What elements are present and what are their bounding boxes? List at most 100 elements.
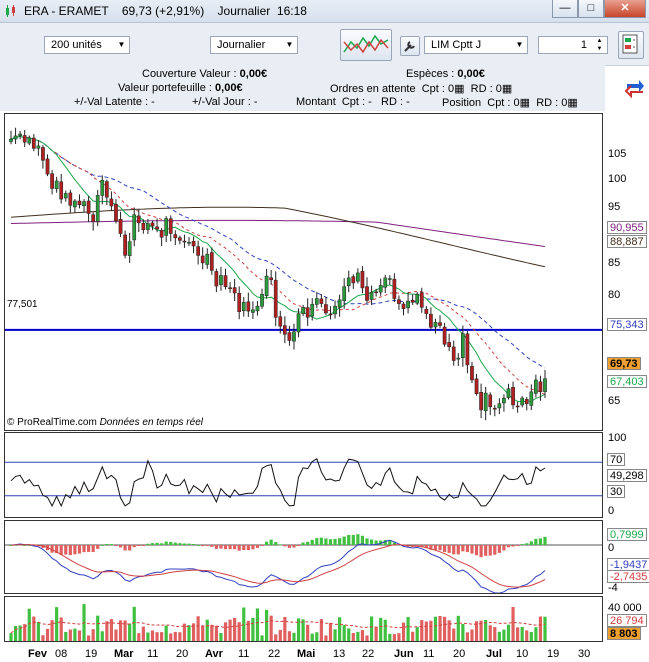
macd-histogram-bar bbox=[137, 545, 141, 546]
candle-body bbox=[483, 392, 488, 412]
ytick: 95 bbox=[608, 201, 621, 213]
reverse-position-button[interactable] bbox=[624, 74, 646, 100]
volume-bar bbox=[27, 608, 31, 641]
especes: Espèces : 0,00€ bbox=[406, 68, 485, 80]
xtick: 20 bbox=[176, 648, 189, 660]
candle-body bbox=[296, 313, 301, 333]
xtick: 11 bbox=[238, 648, 250, 660]
strategy-button[interactable] bbox=[340, 29, 392, 61]
volume-bar bbox=[169, 633, 173, 641]
symbol-name: ERA - ERAMET bbox=[24, 4, 109, 18]
val-jour: +/-Val Jour : - bbox=[192, 96, 258, 108]
couverture-label: Couverture Valeur : bbox=[142, 68, 237, 80]
candle-body bbox=[410, 299, 415, 303]
candle-body bbox=[319, 298, 324, 304]
volume-chart[interactable] bbox=[5, 597, 602, 641]
macd-histogram-bar bbox=[128, 545, 132, 551]
ytick: 0 bbox=[608, 505, 615, 517]
montant-label: Montant Cpt : bbox=[296, 96, 366, 108]
order-type-select[interactable]: LIM Cptt J ▼ bbox=[424, 36, 528, 54]
volume-bar bbox=[296, 618, 301, 641]
volume-bar bbox=[205, 619, 209, 641]
minimize-button[interactable]: — bbox=[552, 0, 578, 18]
ordres-label: Ordres en attente Cpt : bbox=[330, 83, 445, 95]
macd-histogram-bar bbox=[392, 542, 396, 545]
rsi-axis: 100 70 49,298 30 0 bbox=[604, 432, 649, 518]
volume-bar bbox=[196, 616, 200, 641]
candle-body bbox=[369, 292, 374, 300]
macd-histogram-bar bbox=[123, 545, 127, 551]
candle-body bbox=[146, 223, 150, 230]
maximize-button[interactable]: □ bbox=[578, 0, 604, 18]
volume-bar bbox=[219, 632, 223, 641]
candle-body bbox=[22, 135, 27, 143]
candle-body bbox=[337, 299, 342, 308]
xtick: 30 bbox=[578, 648, 591, 660]
volume-bar bbox=[23, 624, 27, 641]
candle-body bbox=[492, 407, 497, 410]
timeframe-select-value: Journalier bbox=[217, 39, 266, 51]
macd-histogram-bar bbox=[360, 535, 365, 545]
candle-body bbox=[237, 293, 242, 312]
macd-histogram-bar bbox=[150, 543, 155, 545]
macd-histogram-bar bbox=[23, 544, 27, 546]
candle-body bbox=[383, 277, 388, 288]
price-chart[interactable] bbox=[5, 114, 602, 430]
macd-histogram-bar bbox=[132, 545, 136, 548]
jour-label: +/-Val Jour : bbox=[192, 96, 251, 108]
candle-body bbox=[415, 293, 420, 304]
candle-body bbox=[36, 145, 41, 149]
rsi-chart[interactable] bbox=[5, 433, 602, 517]
macd-histogram-bar bbox=[301, 542, 305, 545]
candle-body bbox=[228, 287, 232, 289]
especes-label: Espèces : bbox=[406, 68, 455, 80]
stepper-arrows-icon[interactable]: ▲ ▼ bbox=[596, 38, 603, 52]
volume-bar bbox=[164, 625, 168, 641]
macd-histogram-bar bbox=[306, 541, 310, 545]
xtick: 08 bbox=[55, 648, 68, 660]
candle-body bbox=[365, 286, 369, 301]
candle-body bbox=[401, 303, 406, 309]
volume-bar bbox=[105, 621, 109, 641]
rsi-panel[interactable] bbox=[4, 432, 603, 518]
volume-bar bbox=[497, 631, 501, 641]
candle-body bbox=[328, 313, 333, 316]
candle-body bbox=[346, 277, 351, 286]
macd-histogram-bar bbox=[100, 544, 104, 546]
candle-body bbox=[173, 234, 178, 239]
macd-histogram-bar bbox=[543, 536, 547, 545]
volume-bar bbox=[251, 617, 255, 641]
macd-histogram-bar bbox=[383, 540, 387, 545]
volume-panel[interactable] bbox=[4, 596, 603, 642]
order-ticket-button[interactable] bbox=[618, 31, 644, 59]
wrench-button[interactable] bbox=[400, 36, 420, 56]
macd-histogram-bar bbox=[525, 543, 529, 545]
candle-body bbox=[442, 326, 447, 345]
candle-body bbox=[502, 397, 506, 404]
macd-histogram-bar bbox=[506, 545, 511, 548]
macd-histogram-bar bbox=[502, 545, 506, 551]
macd-histogram-bar bbox=[497, 545, 501, 553]
candle-body bbox=[474, 378, 479, 394]
volume-bar bbox=[68, 629, 72, 641]
units-select[interactable]: 200 unités ▼ bbox=[44, 36, 130, 54]
quantity-stepper[interactable]: 1 ▲ ▼ bbox=[538, 36, 608, 54]
close-button[interactable]: ✕ bbox=[604, 0, 646, 18]
price-chart-panel[interactable]: 77,501 © ProRealTime.com Données en temp… bbox=[4, 113, 603, 431]
montant: Montant Cpt : - RD : - bbox=[296, 96, 410, 108]
macd-chart[interactable] bbox=[5, 521, 602, 593]
volume-bar bbox=[55, 607, 59, 641]
candle-body bbox=[86, 200, 91, 214]
macd-panel[interactable] bbox=[4, 520, 603, 594]
macd-histogram-bar bbox=[269, 539, 273, 545]
xtick: 10 bbox=[516, 648, 529, 660]
position-rd-value: 0 bbox=[561, 97, 568, 109]
ma-dark-value: 88,887 bbox=[607, 235, 647, 248]
candle-body bbox=[114, 204, 118, 222]
volume-bar bbox=[506, 624, 511, 641]
timeframe-select[interactable]: Journalier ▼ bbox=[210, 36, 298, 54]
candle-body bbox=[196, 246, 200, 256]
account-info-bar: Couverture Valeur : 0,00€ Espèces : 0,00… bbox=[0, 65, 605, 111]
volume-bar bbox=[45, 628, 50, 641]
chevron-down-icon: ▼ bbox=[285, 40, 294, 49]
